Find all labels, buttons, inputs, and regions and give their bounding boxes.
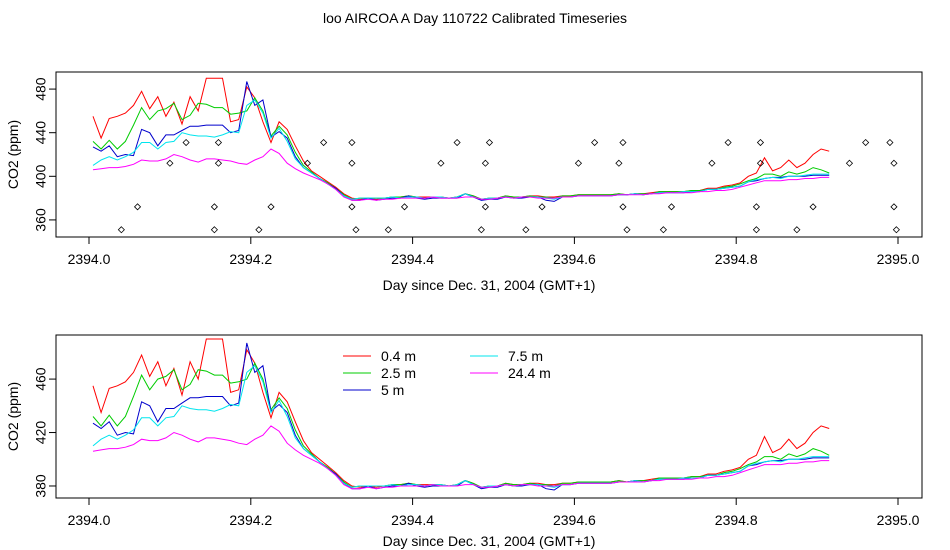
- x-tick-label: 2395.0: [877, 251, 920, 267]
- series-line-0-4-m: [92, 77, 830, 200]
- series-line-2-5-m: [92, 96, 830, 200]
- flag-marker: [303, 159, 311, 167]
- x-tick-label: 2394.4: [391, 512, 434, 528]
- plot-frame: [55, 71, 923, 238]
- x-axis-title: Day since Dec. 31, 2004 (GMT+1): [383, 533, 596, 549]
- x-tick-label: 2394.2: [229, 251, 272, 267]
- legend-label: 7.5 m: [508, 348, 543, 364]
- y-tick-label: 440: [33, 121, 49, 145]
- flag-marker: [453, 138, 461, 147]
- flag-marker: [659, 226, 667, 234]
- x-tick-label: 2394.2: [229, 512, 272, 528]
- flag-marker: [890, 159, 898, 167]
- series-line-2-5-m: [92, 361, 830, 488]
- flag-marker: [348, 203, 356, 211]
- x-tick-label: 2394.8: [715, 251, 758, 267]
- y-tick-label: 460: [33, 367, 49, 391]
- flag-marker: [182, 138, 190, 147]
- flag-marker: [320, 138, 328, 147]
- flag-marker: [210, 203, 218, 211]
- x-tick-label: 2394.6: [553, 251, 596, 267]
- flag-marker: [724, 138, 732, 147]
- flag-marker: [437, 159, 445, 167]
- y-tick-label: 380: [33, 474, 49, 498]
- x-tick-label: 2395.0: [877, 512, 920, 528]
- flag-marker: [845, 159, 854, 167]
- flag-marker: [384, 226, 392, 234]
- flag-marker: [591, 138, 599, 147]
- flag-marker: [538, 203, 546, 211]
- flag-marker: [756, 159, 765, 167]
- flag-marker: [623, 226, 631, 234]
- x-tick-label: 2394.0: [68, 251, 111, 267]
- y-axis-title: CO2 (ppm): [5, 382, 21, 451]
- flag-marker: [793, 226, 801, 234]
- plot-frame: [55, 334, 923, 499]
- series-line-7-5-m: [92, 364, 830, 488]
- series-line-5-m: [92, 342, 830, 491]
- x-tick-label: 2394.8: [715, 512, 758, 528]
- chart-panel-1: 2394.0 2394.2 2394.4 2394.6 2394.8 2395.0 360 4…: [5, 71, 923, 293]
- y-axis-title: CO2 (ppm): [5, 120, 21, 189]
- flag-marker: [117, 226, 125, 234]
- legend-label: 24.4 m: [508, 365, 551, 381]
- y-tick-label: 360: [33, 208, 49, 232]
- flag-marker: [708, 159, 716, 167]
- x-tick-label: 2394.4: [391, 251, 434, 267]
- flag-marker: [481, 159, 489, 167]
- flag-marker: [400, 203, 409, 211]
- series-line-0-4-m: [92, 338, 830, 488]
- flag-marker: [619, 203, 627, 211]
- flag-marker: [862, 138, 870, 147]
- flag-marker: [255, 226, 263, 234]
- page-title: loo AIRCOA A Day 110722 Calibrated Times…: [322, 10, 627, 26]
- y-tick-label: 420: [33, 421, 49, 445]
- flag-marker: [667, 203, 676, 211]
- x-axis-title: Day since Dec. 31, 2004 (GMT+1): [383, 277, 596, 293]
- flag-marker: [348, 159, 356, 167]
- series-line-24-4-m: [92, 425, 830, 490]
- flag-marker: [214, 138, 223, 147]
- flag-marker: [574, 159, 583, 167]
- flag-marker: [477, 226, 485, 234]
- flag-marker: [752, 226, 760, 234]
- series-line-7-5-m: [92, 99, 830, 200]
- flag-marker: [892, 226, 900, 234]
- flag-marker: [210, 226, 218, 234]
- flag-marker: [214, 159, 223, 167]
- flag-marker: [133, 203, 142, 211]
- series-line-5-m: [92, 81, 830, 202]
- x-tick-label: 2394.0: [68, 512, 111, 528]
- flag-marker: [352, 226, 360, 234]
- flag-marker: [481, 203, 489, 211]
- flag-marker: [619, 138, 627, 147]
- flag-marker: [166, 159, 174, 167]
- flag-marker: [886, 138, 894, 147]
- legend-label: 0.4 m: [381, 348, 416, 364]
- flag-marker: [267, 203, 275, 211]
- legend-label: 5 m: [381, 382, 404, 398]
- flag-marker: [752, 203, 760, 211]
- chart-panel-2: 2394.0 2394.2 2394.4 2394.6 2394.8 2395.0 380 4…: [5, 334, 923, 549]
- flag-marker: [809, 203, 817, 211]
- x-tick-label: 2394.6: [553, 512, 596, 528]
- flag-marker: [348, 138, 356, 147]
- flag-marker: [756, 138, 765, 147]
- y-tick-label: 480: [33, 77, 49, 101]
- flag-marker: [615, 159, 623, 167]
- legend-label: 2.5 m: [381, 365, 416, 381]
- flag-marker: [890, 203, 898, 211]
- flag-marker: [485, 138, 494, 147]
- flag-marker: [522, 226, 530, 234]
- legend: 0.4 m2.5 m5 m 7.5 m24.4 m: [343, 348, 551, 398]
- y-tick-label: 400: [33, 164, 49, 188]
- series-line-24-4-m: [92, 148, 830, 201]
